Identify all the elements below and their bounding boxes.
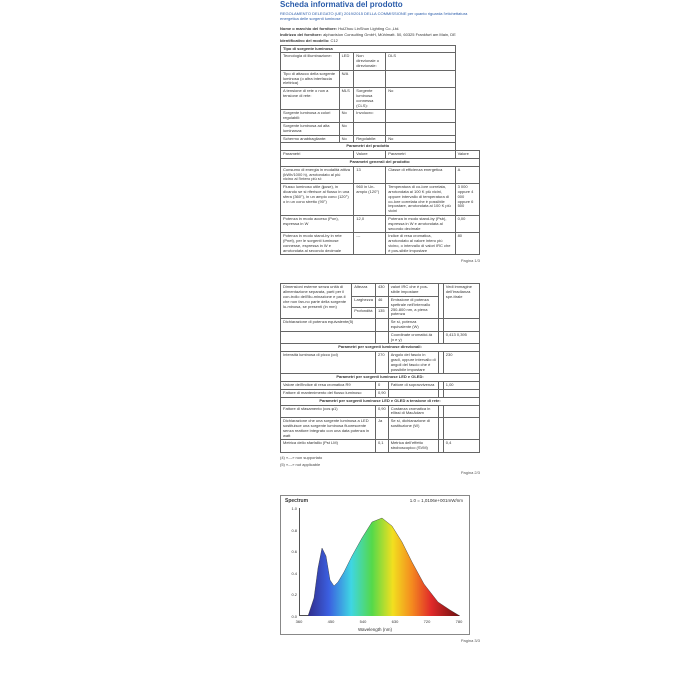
model-row: Identificativo del modello: C12 [280,38,480,43]
chart-title: Spectrum [285,498,308,504]
page-footer-1: Pagina 1/3 [461,258,480,263]
y-tick-label: 0.8 [283,528,297,533]
chart-top-label: 1.0 = 1,0106e+001mW/nm [410,498,463,503]
x-tick-label: 630 [392,619,399,624]
supplier-row: Nome o marchio del fornitore: HuiZhou Li… [280,26,480,31]
x-tick-label: 540 [360,619,367,624]
page-2: Dimensioni esterne senza unità di alimen… [280,283,480,475]
footnote-2: (5) «---» not applicable [280,462,480,467]
address-row: Indirizzo del fornitore: alphavision Con… [280,32,480,37]
table-1: Tipo di sorgente luminosa Tecnologia di … [280,45,480,256]
x-axis-label: Wavelength (nm) [358,627,392,632]
page-1: Scheda informativa del prodotto REGOLAME… [280,0,480,263]
x-tick-label: 780 [456,619,463,624]
page-footer-2: Pagina 2/3 [461,470,480,475]
page-3: Spectrum 1.0 = 1,0106e+001mW/nm Waveleng… [280,495,480,643]
x-tick-label: 450 [328,619,335,624]
x-tick-label: 720 [424,619,431,624]
footnote-1: (4) «---» non supportato [280,455,480,460]
y-tick-label: 1.0 [283,506,297,511]
spectrum-svg [300,508,460,616]
doc-subtitle: REGOLAMENTO DELEGATO (UE) 2019/2015 DELL… [280,12,480,22]
y-tick-label: 0.4 [283,571,297,576]
x-tick-label: 360 [296,619,303,624]
doc-title: Scheda informativa del prodotto [280,0,480,9]
spectrum-chart: Spectrum 1.0 = 1,0106e+001mW/nm Waveleng… [280,495,470,635]
page-footer-3: Pagina 3/3 [461,638,480,643]
y-tick-label: 0.2 [283,592,297,597]
plot-area [299,508,459,616]
table-2: Dimensioni esterne senza unità di alimen… [280,283,480,453]
y-tick-label: 0.6 [283,549,297,554]
